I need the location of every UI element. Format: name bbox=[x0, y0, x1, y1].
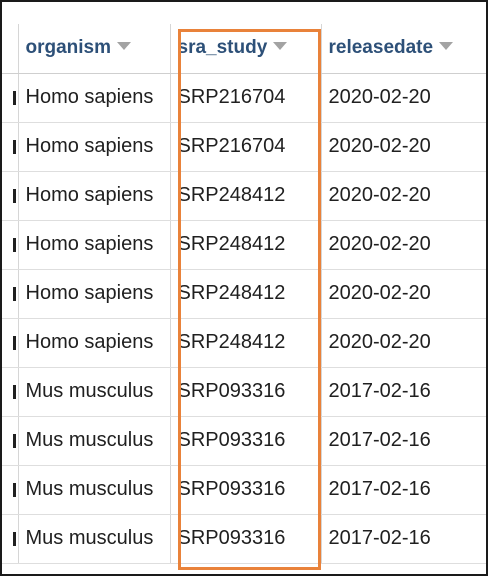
data-table: organism sra_study releasedate Homo sapi… bbox=[2, 24, 486, 564]
cell-organism[interactable]: Mus musculus bbox=[18, 367, 171, 417]
cell-sra-study[interactable]: SRP248412 bbox=[170, 318, 322, 368]
clipped-text-fragment bbox=[12, 384, 16, 399]
clipped-cell bbox=[2, 73, 19, 123]
clipped-cell bbox=[2, 122, 19, 172]
table-row[interactable]: Mus musculus SRP093316 2017-02-16 bbox=[2, 514, 486, 564]
table-row[interactable]: Mus musculus SRP093316 2017-02-16 bbox=[2, 367, 486, 417]
column-header-label: organism bbox=[25, 37, 112, 59]
cell-sra-study[interactable]: SRP248412 bbox=[170, 171, 322, 221]
cell-organism[interactable]: Mus musculus bbox=[18, 416, 171, 466]
cell-releasedate[interactable]: 2020-02-20 bbox=[321, 269, 486, 319]
cell-releasedate[interactable]: 2020-02-20 bbox=[321, 318, 486, 368]
cell-organism[interactable]: Homo sapiens bbox=[18, 220, 171, 270]
cell-organism[interactable]: Mus musculus bbox=[18, 465, 171, 515]
cell-releasedate[interactable]: 2017-02-16 bbox=[321, 367, 486, 417]
sort-caret-icon[interactable] bbox=[273, 42, 288, 51]
clipped-text-fragment bbox=[12, 188, 16, 203]
clipped-text-fragment bbox=[12, 335, 16, 350]
clipped-text-fragment bbox=[12, 237, 16, 252]
table-row[interactable]: Mus musculus SRP093316 2017-02-16 bbox=[2, 416, 486, 466]
cell-releasedate[interactable]: 2020-02-20 bbox=[321, 122, 486, 172]
cell-sra-study[interactable]: SRP248412 bbox=[170, 220, 322, 270]
header-row: organism sra_study releasedate bbox=[2, 24, 486, 74]
table-row[interactable]: Homo sapiens SRP248412 2020-02-20 bbox=[2, 318, 486, 368]
clipped-text-fragment bbox=[12, 286, 16, 301]
table-row[interactable]: Homo sapiens SRP216704 2020-02-20 bbox=[2, 73, 486, 123]
cell-sra-study[interactable]: SRP093316 bbox=[170, 465, 322, 515]
cell-releasedate[interactable]: 2017-02-16 bbox=[321, 416, 486, 466]
cell-sra-study[interactable]: SRP248412 bbox=[170, 269, 322, 319]
table-row[interactable]: Homo sapiens SRP248412 2020-02-20 bbox=[2, 220, 486, 270]
cell-organism[interactable]: Mus musculus bbox=[18, 514, 171, 564]
cell-sra-study[interactable]: SRP216704 bbox=[170, 73, 322, 123]
cell-releasedate[interactable]: 2017-02-16 bbox=[321, 465, 486, 515]
clipped-cell bbox=[2, 514, 19, 564]
clipped-column-header bbox=[2, 24, 19, 74]
clipped-text-fragment bbox=[12, 433, 16, 448]
table-row[interactable]: Homo sapiens SRP248412 2020-02-20 bbox=[2, 269, 486, 319]
clipped-cell bbox=[2, 367, 19, 417]
cell-releasedate[interactable]: 2017-02-16 bbox=[321, 514, 486, 564]
clipped-cell bbox=[2, 465, 19, 515]
clipped-text-fragment bbox=[12, 531, 16, 546]
cell-organism[interactable]: Homo sapiens bbox=[18, 122, 171, 172]
clipped-cell bbox=[2, 171, 19, 221]
cell-organism[interactable]: Homo sapiens bbox=[18, 269, 171, 319]
cell-releasedate[interactable]: 2020-02-20 bbox=[321, 220, 486, 270]
cell-organism[interactable]: Homo sapiens bbox=[18, 318, 171, 368]
cell-releasedate[interactable]: 2020-02-20 bbox=[321, 73, 486, 123]
cell-sra-study[interactable]: SRP093316 bbox=[170, 367, 322, 417]
column-header-sra-study[interactable]: sra_study bbox=[170, 24, 322, 74]
table-row[interactable]: Mus musculus SRP093316 2017-02-16 bbox=[2, 465, 486, 515]
clipped-cell bbox=[2, 220, 19, 270]
sort-caret-icon[interactable] bbox=[439, 42, 454, 51]
clipped-text-fragment bbox=[12, 90, 16, 105]
column-header-label: releasedate bbox=[328, 37, 434, 59]
clipped-text-fragment bbox=[12, 482, 16, 497]
cell-releasedate[interactable]: 2020-02-20 bbox=[321, 171, 486, 221]
table-row[interactable]: Homo sapiens SRP216704 2020-02-20 bbox=[2, 122, 486, 172]
clipped-cell bbox=[2, 318, 19, 368]
cell-sra-study[interactable]: SRP216704 bbox=[170, 122, 322, 172]
clipped-text-fragment bbox=[12, 139, 16, 154]
column-header-releasedate[interactable]: releasedate bbox=[321, 24, 486, 74]
table-row[interactable]: Homo sapiens SRP248412 2020-02-20 bbox=[2, 171, 486, 221]
clipped-cell bbox=[2, 416, 19, 466]
clipped-cell bbox=[2, 269, 19, 319]
column-header-label: sra_study bbox=[177, 37, 268, 59]
cell-sra-study[interactable]: SRP093316 bbox=[170, 416, 322, 466]
sort-caret-icon[interactable] bbox=[117, 42, 132, 51]
cell-organism[interactable]: Homo sapiens bbox=[18, 171, 171, 221]
cell-sra-study[interactable]: SRP093316 bbox=[170, 514, 322, 564]
column-header-organism[interactable]: organism bbox=[18, 24, 171, 74]
cell-organism[interactable]: Homo sapiens bbox=[18, 73, 171, 123]
